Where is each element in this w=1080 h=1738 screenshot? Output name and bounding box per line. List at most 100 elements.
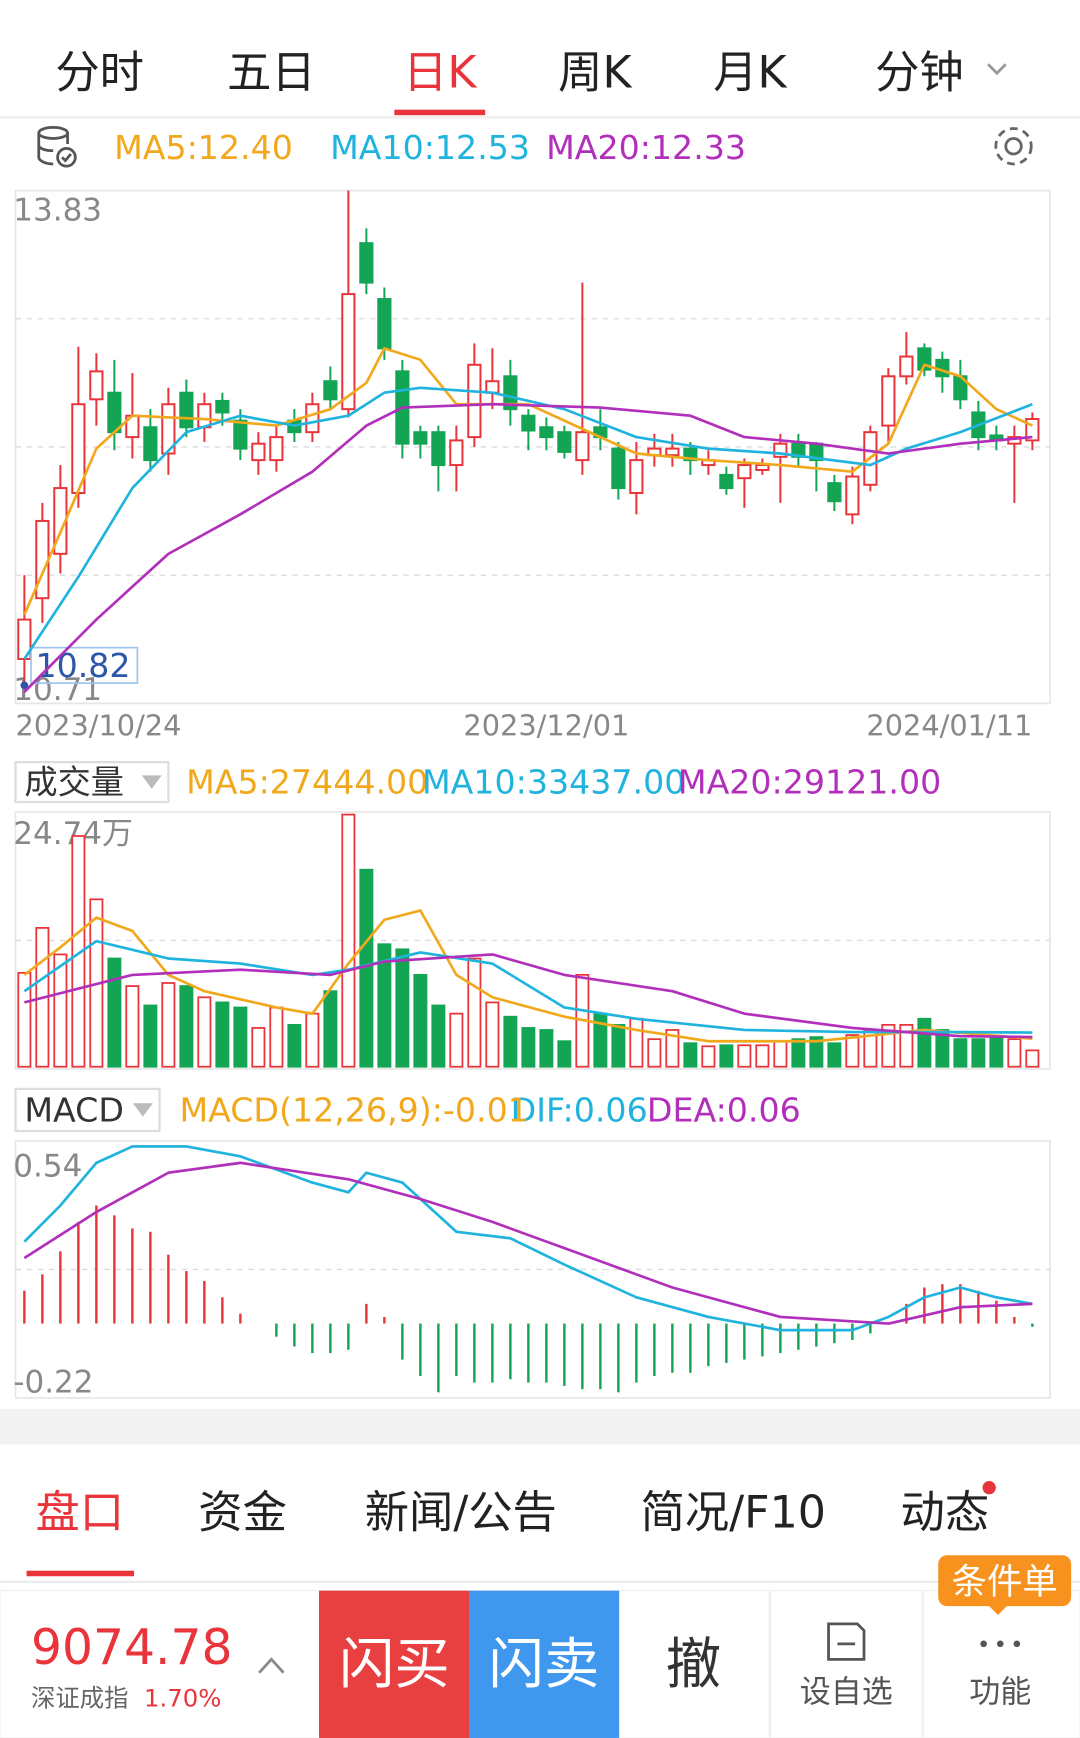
candle-body [719,473,734,490]
candle-body [845,475,860,516]
indicator-dropdown[interactable] [14,761,170,804]
candle-body [341,293,356,411]
volume-bar [827,1042,842,1068]
bottom-tab[interactable]: 简况/F10 [641,1488,826,1539]
volume-bar [197,996,212,1068]
indicator-dropdown[interactable] [14,1087,161,1133]
volume-bar [683,1042,698,1068]
tab[interactable]: 周K [558,48,632,99]
candle-body [827,482,842,503]
candle-body [665,447,680,457]
candle-body [683,447,698,462]
candle-body [611,447,626,490]
sell-button[interactable] [469,1590,620,1738]
candle-body [881,375,896,427]
data-icon[interactable] [37,126,77,168]
volume-bar [809,1036,824,1068]
badge[interactable] [938,1555,1072,1616]
candle-body [107,391,122,434]
volume-bar [611,1023,626,1068]
legend-entry: MA20:12.33 [546,128,746,167]
volume-bar [917,1017,932,1068]
volume-bar [341,813,356,1068]
candle-body [143,426,158,462]
y-tick-label: -0.22 [13,1364,93,1400]
volume-bar [53,953,68,1068]
more-dot [996,1640,1004,1648]
sell-label[interactable]: 闪卖 [488,1633,599,1697]
volume-bar [17,971,32,1068]
candle-body [629,459,644,494]
dropdown-chevron[interactable] [987,63,1007,76]
tab[interactable]: 分钟 [875,48,964,99]
candle-body [377,298,392,350]
line-series [24,953,1033,1039]
y-tick-label: 10.71 [13,672,102,708]
candle-body [467,363,482,439]
index-change: 1.70% [144,1684,221,1713]
bottom-tab[interactable]: 新闻/公告 [365,1488,557,1539]
volume-bar [107,957,122,1068]
volume-bar [413,973,428,1068]
candle-body [521,414,536,432]
candle-body [557,431,572,453]
volume-bar [557,1040,572,1068]
volume-bar [323,990,338,1068]
volume-bar [395,948,410,1068]
volume-bar [953,1038,968,1068]
min-label-box [30,646,139,684]
candle-body [215,399,230,414]
candle-body [233,419,248,450]
legend-entry: DIF:0.06 [511,1090,648,1129]
volume-bar [935,1029,950,1068]
functions-button[interactable]: 功能 [969,1675,1031,1711]
candle-body [269,436,284,462]
tab[interactable]: 分时 [55,48,144,99]
tab[interactable]: 月K [713,48,787,99]
y-tick-label: 13.83 [13,192,102,228]
x-tick-label: 2023/12/01 [463,709,629,743]
volume-bar [521,1027,536,1068]
legend-entry: DEA:0.06 [647,1090,801,1129]
volume-bar [719,1044,734,1068]
volume-bar [161,982,176,1068]
legend-entry: MA20:29121.00 [678,763,941,802]
watchlist-button[interactable]: 设自选 [800,1675,893,1711]
candle-body [251,442,266,462]
volume-bar [845,1034,860,1068]
candle-body [431,431,446,467]
candle-body [575,431,590,462]
bottom-tab[interactable]: 盘口 [35,1488,124,1539]
expand-arrow[interactable] [258,1657,285,1674]
badge-label[interactable]: 条件单 [952,1561,1058,1602]
line-series [23,909,1033,1043]
volume-bar [179,985,194,1068]
volume-bar [971,1038,986,1068]
buy-button[interactable] [319,1590,470,1738]
indicator-name[interactable]: MACD [24,1090,124,1129]
indicator-name[interactable]: 成交量 [24,763,124,802]
volume-bar [773,1040,788,1068]
bottom-tab[interactable]: 资金 [198,1488,287,1539]
bottom-tab[interactable]: 动态 [901,1488,990,1539]
settings-gear[interactable] [994,127,1033,166]
tab[interactable]: 五日 [227,48,316,99]
candle-body [197,403,212,429]
dropdown-arrow [132,1103,153,1117]
legend-entry: MA10:12.53 [330,128,530,167]
legend-entry: MA5:12.40 [114,128,293,167]
cancel-button[interactable]: 撤 [666,1633,721,1697]
volume-bar [665,1029,680,1068]
legend-entry: MA10:33437.00 [422,763,685,802]
tab-underline [394,109,486,116]
legend-entry: MA5:27444.00 [186,763,428,802]
buy-label[interactable]: 闪买 [339,1633,450,1697]
volume-bar [467,957,482,1068]
volume-bar [233,1006,248,1068]
volume-bar [143,1004,158,1068]
tab[interactable]: 日K [403,48,477,99]
candle-body [305,403,320,434]
dropdown-arrow [141,775,162,789]
volume-bar [251,1027,266,1068]
